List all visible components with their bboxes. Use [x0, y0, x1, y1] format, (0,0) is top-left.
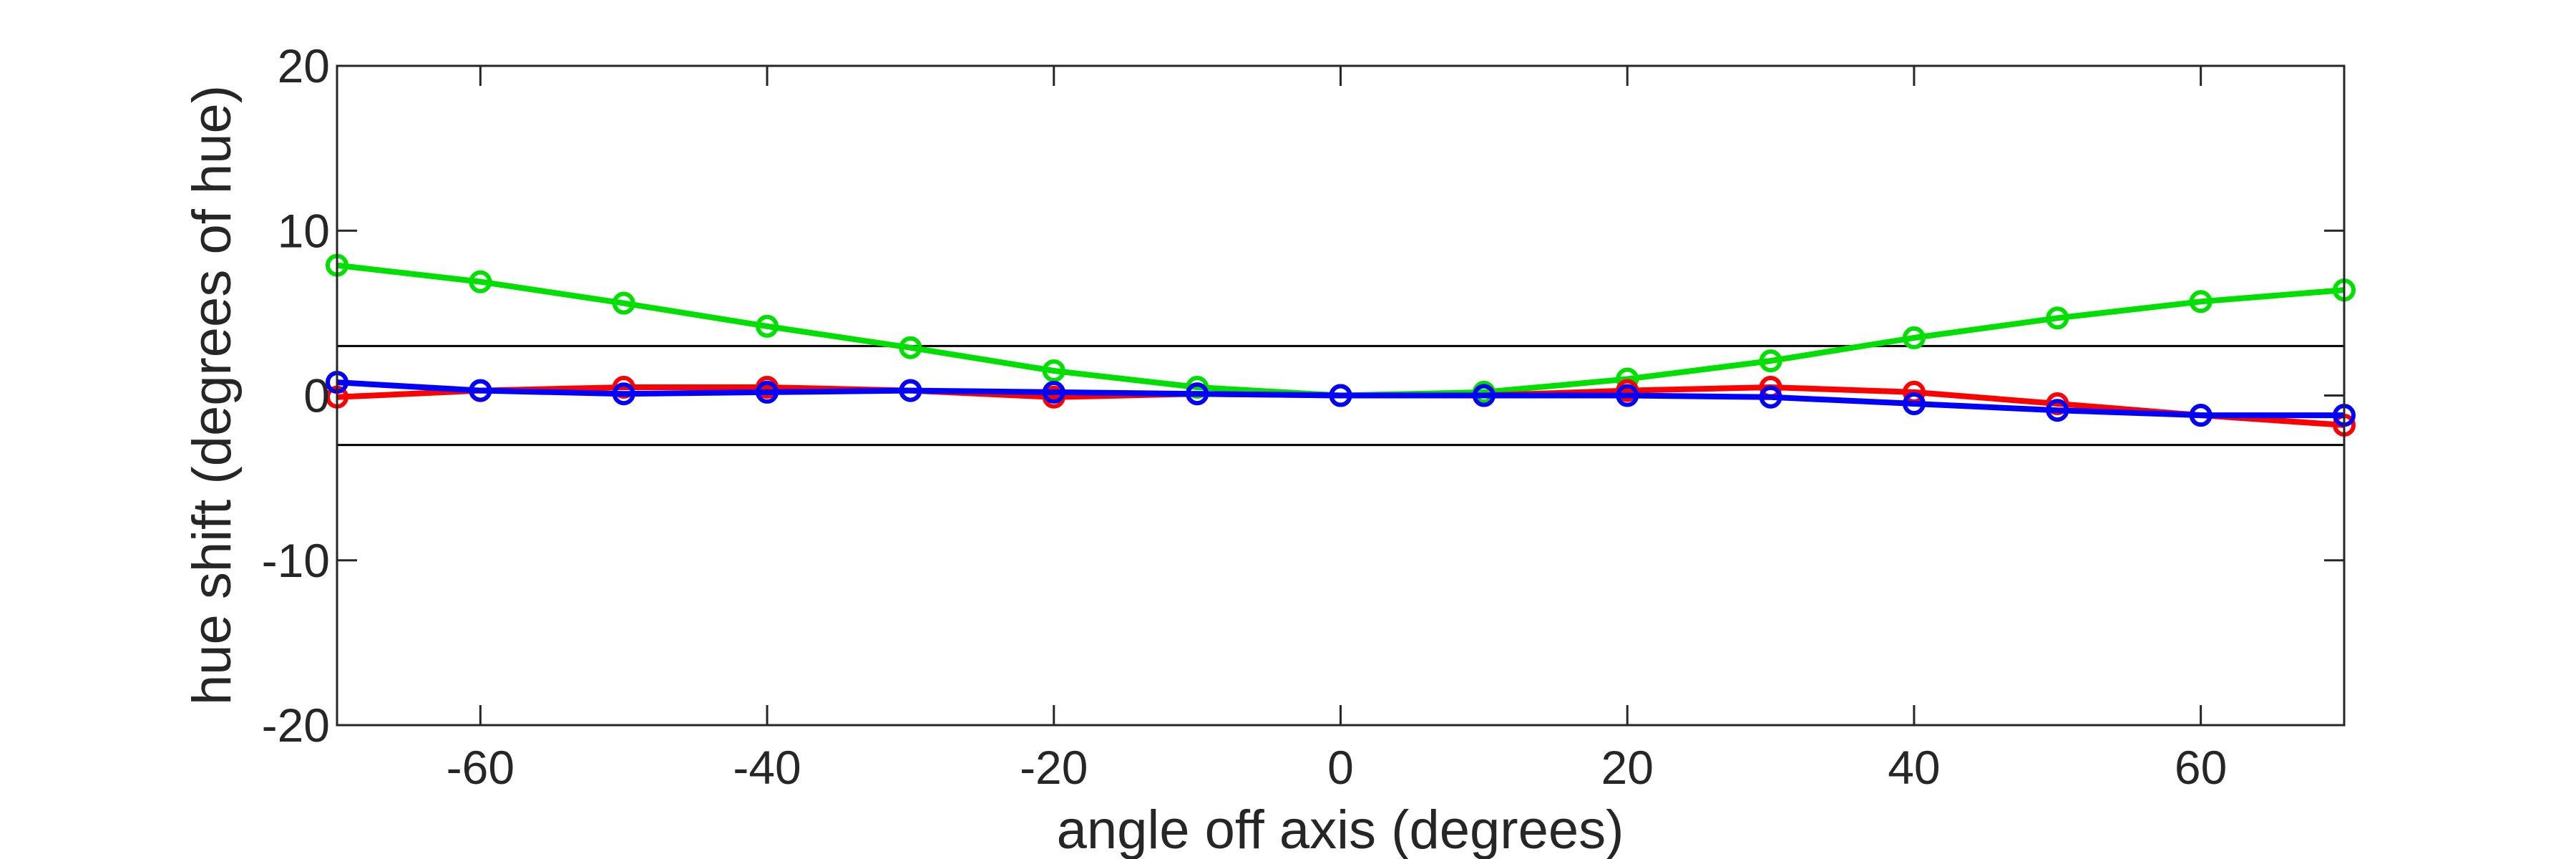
y-tick-label: 0 — [303, 369, 330, 422]
x-tick-label: 40 — [1888, 741, 1940, 794]
data-point — [1759, 385, 1782, 409]
tick-labels: -60 -40 -20 0 20 40 60 -20 -10 0 10 20 — [262, 39, 2228, 794]
x-tick-label: 20 — [1601, 741, 1654, 794]
data-point — [1902, 392, 1926, 416]
reference-lines — [337, 344, 2344, 447]
y-tick-label: 20 — [278, 39, 330, 92]
x-axis-title: angle off axis (degrees) — [1057, 800, 1624, 859]
data-point — [1616, 384, 1639, 407]
data-point — [469, 379, 492, 402]
y-tick-label: -10 — [262, 534, 330, 587]
data-point — [899, 336, 922, 359]
data-series — [326, 253, 2356, 437]
series-line — [336, 379, 2344, 419]
data-point — [612, 291, 635, 315]
data-point — [2046, 306, 2069, 330]
data-point — [1186, 382, 1209, 406]
data-point — [756, 380, 779, 404]
data-point — [1042, 359, 1065, 382]
x-tick-label: -60 — [447, 741, 514, 794]
data-point — [1902, 326, 1926, 349]
x-tick-label: 60 — [2175, 741, 2227, 794]
x-tick-label: -40 — [733, 741, 801, 794]
x-tick-label: 0 — [1327, 741, 1354, 794]
x-tick-label: -20 — [1020, 741, 1088, 794]
data-point — [469, 270, 492, 293]
data-point — [1759, 349, 1782, 373]
data-point — [2189, 404, 2212, 427]
data-point — [612, 382, 635, 406]
plot-frame — [336, 64, 2346, 727]
y-tick-label: 10 — [278, 204, 330, 257]
y-tick-label: -20 — [262, 699, 330, 752]
y-axis-title: hue shift (degrees of hue) — [182, 85, 243, 705]
data-point — [2189, 290, 2212, 314]
data-point — [1329, 384, 1352, 407]
data-point — [1042, 380, 1065, 404]
data-point — [899, 379, 922, 402]
data-point — [2046, 399, 2069, 422]
data-point — [756, 314, 779, 338]
data-point — [1472, 384, 1496, 407]
